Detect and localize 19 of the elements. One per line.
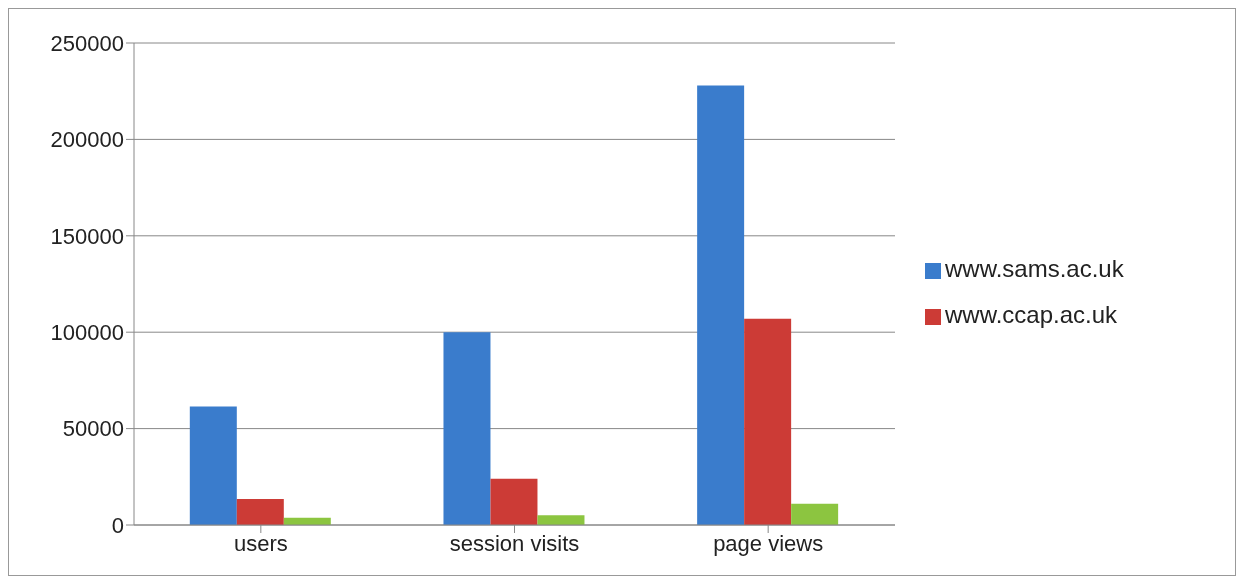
legend-label: www.ccap.ac.uk xyxy=(945,301,1118,328)
bar xyxy=(490,478,538,525)
x-tick-label: session visits xyxy=(449,530,580,556)
x-tick-label: users xyxy=(233,530,288,556)
bar xyxy=(744,318,792,525)
y-tick-label: 50000 xyxy=(62,416,124,442)
bar xyxy=(236,498,284,525)
x-tick-label: page views xyxy=(713,530,824,556)
bar xyxy=(443,332,491,525)
y-tick-label: 200000 xyxy=(50,127,124,153)
y-tick-label: 0 xyxy=(111,512,124,538)
y-tick-label: 250000 xyxy=(50,30,124,56)
legend-label: www.sams.ac.uk xyxy=(945,255,1124,282)
bar xyxy=(791,503,839,525)
bar xyxy=(189,406,237,525)
bar xyxy=(537,515,585,525)
y-tick-label: 150000 xyxy=(50,223,124,249)
bar xyxy=(697,85,745,525)
y-tick-label: 100000 xyxy=(50,320,124,346)
